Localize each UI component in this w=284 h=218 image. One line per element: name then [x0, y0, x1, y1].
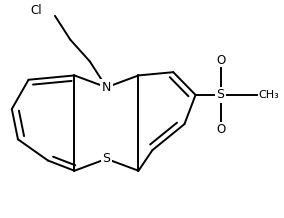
Text: S: S: [103, 152, 110, 165]
Text: Cl: Cl: [30, 3, 42, 17]
Text: CH₃: CH₃: [258, 90, 279, 100]
Text: N: N: [102, 81, 111, 94]
Text: O: O: [216, 123, 225, 136]
Text: S: S: [217, 89, 225, 101]
Text: O: O: [216, 54, 225, 67]
